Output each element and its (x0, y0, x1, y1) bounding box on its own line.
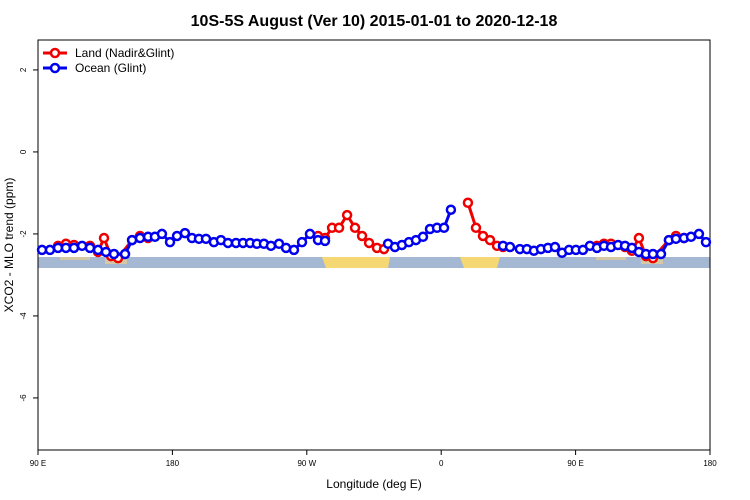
data-point (356, 230, 368, 242)
data-point (633, 232, 645, 244)
x-tick-label: 90 E (567, 459, 583, 468)
land-strip (322, 257, 390, 268)
data-point (700, 236, 712, 248)
data-point (670, 233, 682, 245)
legend-marker (49, 47, 61, 59)
data-point (68, 242, 80, 254)
data-point (108, 248, 120, 260)
data-point (693, 228, 705, 240)
chart-title: 10S-5S August (Ver 10) 2015-01-01 to 202… (191, 13, 558, 30)
data-point (100, 246, 112, 258)
data-point (504, 241, 516, 253)
data-point (417, 231, 429, 243)
x-tick-label: 0 (439, 459, 444, 468)
data-point (470, 222, 482, 234)
data-point (60, 242, 72, 254)
data-point (222, 237, 234, 249)
legend-marker (49, 62, 61, 74)
data-point (319, 235, 331, 247)
map-strip (38, 257, 710, 268)
data-point (44, 244, 56, 256)
data-point (445, 204, 457, 215)
data-point (156, 228, 168, 240)
y-tick-label: -6 (19, 394, 28, 402)
data-point (333, 222, 345, 234)
data-point (655, 248, 667, 260)
x-tick-label: 180 (166, 459, 180, 468)
x-tick-label: 90 W (297, 459, 316, 468)
data-point (296, 236, 308, 248)
data-point (288, 244, 300, 256)
data-point (363, 237, 375, 249)
x-tick-label: 180 (703, 459, 717, 468)
data-point (265, 240, 277, 252)
data-point (462, 197, 474, 209)
island-strip (60, 257, 90, 260)
data-point (647, 248, 659, 260)
y-tick-label: 2 (19, 67, 28, 72)
data-point (304, 228, 316, 240)
data-point (438, 222, 450, 234)
data-point (179, 227, 191, 239)
data-point (349, 222, 361, 234)
data-point (119, 248, 131, 260)
data-point (98, 232, 110, 244)
data-point (341, 209, 353, 221)
data-point (549, 241, 561, 253)
legend-label: Land (Nadir&Glint) (75, 46, 174, 60)
x-axis-label: Longitude (deg E) (326, 477, 421, 491)
y-tick-label: -4 (19, 312, 28, 320)
y-axis-label: XCO2 - MLO trend (ppm) (2, 178, 16, 313)
data-point (84, 242, 96, 254)
island-strip (596, 257, 626, 260)
land-strip (460, 257, 500, 268)
data-point (134, 232, 146, 244)
y-tick-label: 0 (19, 149, 28, 154)
data-point (484, 234, 496, 246)
legend-label: Ocean (Glint) (75, 61, 146, 75)
x-tick-label: 90 E (30, 459, 46, 468)
data-point (164, 236, 176, 248)
y-tick-label: -2 (19, 230, 28, 238)
